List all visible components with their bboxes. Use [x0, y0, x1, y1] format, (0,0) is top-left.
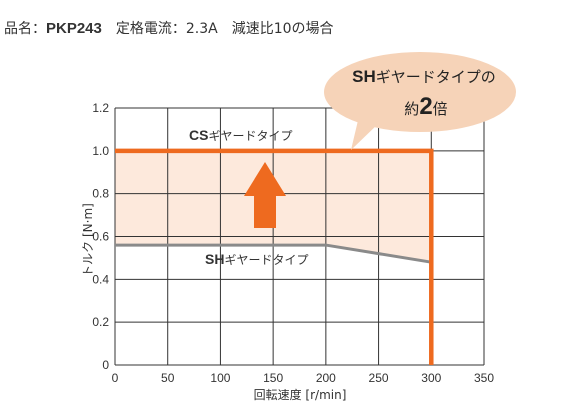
x-tick-label: 200 — [316, 371, 336, 385]
ratio-note: 減速比10の場合 — [231, 21, 334, 37]
y-tick-label: 1.0 — [92, 144, 109, 158]
y-tick-label: 0 — [102, 358, 109, 372]
y-tick-label: 1.2 — [92, 101, 109, 115]
x-tick-label: 250 — [369, 371, 389, 385]
y-axis-label: トルク [N·m] — [81, 203, 95, 277]
x-tick-label: 50 — [161, 371, 175, 385]
chart-header: 品名：PKP243 定格電流：2.3A 減速比10の場合 — [4, 18, 334, 38]
callout: SHギヤードタイプの 約2倍 — [324, 52, 516, 150]
current-label: 定格電流： — [115, 21, 186, 37]
callout-line-1: SHギヤードタイプの — [352, 67, 496, 86]
current-value: 2.3A — [185, 21, 218, 37]
series-label-sh: SHギヤードタイプ — [205, 251, 308, 267]
up-arrow-icon — [244, 162, 286, 228]
x-tick-label: 300 — [421, 371, 441, 385]
x-tick-label: 350 — [474, 371, 494, 385]
series-line-cs — [115, 148, 434, 365]
y-tick-label: 0.2 — [92, 315, 109, 329]
y-tick-label: 0.8 — [92, 187, 109, 201]
series-label-cs: CSギヤードタイプ — [189, 127, 292, 143]
x-tick-label: 150 — [263, 371, 283, 385]
x-tick-label: 100 — [210, 371, 230, 385]
x-tick-label: 0 — [112, 371, 119, 385]
callout-tail — [351, 112, 380, 150]
callout-bubble — [324, 52, 516, 132]
y-tick-label: 0.6 — [92, 230, 109, 244]
series-line-sh — [115, 243, 432, 264]
model-name: PKP243 — [46, 20, 102, 37]
y-tick-label: 0.4 — [92, 272, 109, 286]
callout-line-2: 約2倍 — [404, 93, 447, 120]
model-label: 品名： — [4, 21, 46, 37]
x-axis-label: 回転速度 [r/min] — [254, 387, 347, 402]
